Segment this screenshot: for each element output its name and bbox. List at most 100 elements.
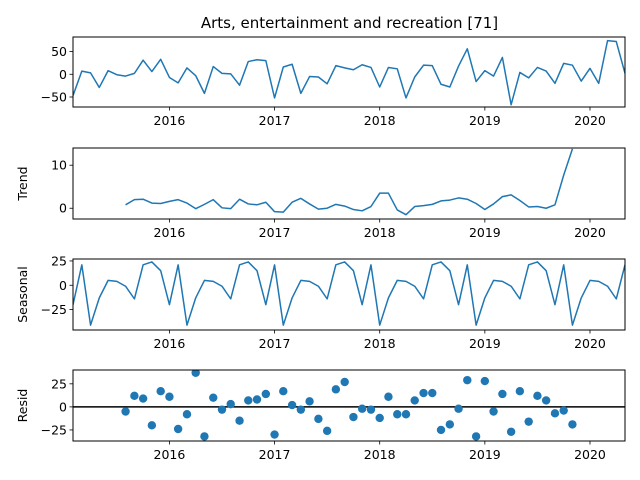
- x-tick-label: 2019: [469, 113, 501, 128]
- resid-point: [533, 391, 542, 401]
- resid-point: [217, 405, 227, 414]
- resid-point: [209, 393, 218, 402]
- x-tick-label: 2018: [364, 336, 396, 351]
- x-tick-label: 2020: [574, 113, 606, 128]
- resid-point: [463, 375, 472, 385]
- x-tick-label: 2019: [469, 336, 501, 351]
- y-tick-label: 0: [59, 67, 67, 82]
- resid-point: [410, 396, 419, 405]
- panel-frame: [72, 369, 626, 442]
- resid-point: [261, 389, 271, 399]
- x-tick-label: 2020: [574, 336, 606, 351]
- x-tick-label: 2019: [469, 447, 501, 462]
- resid-point: [226, 399, 235, 409]
- resid-point: [305, 397, 314, 406]
- resid-point: [147, 421, 157, 430]
- resid-point: [287, 400, 297, 410]
- resid-point: [506, 427, 516, 436]
- y-tick-label: 25: [51, 253, 67, 268]
- chart-title: Arts, entertainment and recreation [71]: [201, 14, 498, 32]
- y-axis-label: Trend: [15, 166, 30, 201]
- resid-point: [270, 430, 279, 439]
- resid-point: [252, 395, 262, 404]
- x-tick-label: 2016: [154, 447, 186, 462]
- resid-point: [357, 404, 367, 413]
- resid-point: [235, 416, 244, 425]
- x-tick-label: 2016: [154, 113, 186, 128]
- y-tick-label: −50: [41, 90, 67, 105]
- resid-point: [165, 392, 174, 401]
- x-tick-label: 2018: [364, 225, 396, 240]
- y-tick-label: 0: [59, 278, 67, 293]
- y-tick-label: −25: [41, 302, 67, 317]
- resid-point: [331, 385, 341, 394]
- x-tick-label: 2017: [259, 336, 291, 351]
- resid-point: [471, 432, 481, 441]
- panel-frame: [72, 36, 626, 108]
- x-tick-label: 2017: [259, 113, 291, 128]
- x-tick-label: 2020: [574, 225, 606, 240]
- x-tick-label: 2019: [469, 225, 501, 240]
- resid-point: [349, 412, 358, 422]
- resid-point: [182, 410, 192, 419]
- resid-point: [480, 376, 490, 386]
- resid-point: [244, 396, 253, 405]
- seasonal-line: [73, 261, 625, 326]
- panel-resid: 25 0 −25 2016 2017 2018 2019 2020 Resid: [15, 369, 626, 462]
- x-tick-label: 2018: [364, 447, 396, 462]
- resid-point: [419, 388, 428, 398]
- resid-point: [393, 410, 402, 419]
- resid-point: [454, 404, 463, 413]
- resid-point: [401, 410, 411, 419]
- resid-point: [550, 409, 560, 418]
- resid-point: [524, 417, 533, 426]
- y-tick-label: 0: [59, 399, 67, 414]
- y-tick-label: 25: [51, 376, 67, 391]
- y-tick-label: 50: [51, 44, 67, 59]
- resid-point: [138, 394, 148, 403]
- resid-point: [559, 406, 568, 415]
- resid-point: [121, 407, 130, 416]
- y-tick-label: 0: [59, 201, 67, 216]
- resid-point: [322, 426, 332, 436]
- trend-line: [125, 148, 574, 216]
- resid-point: [200, 432, 209, 441]
- x-tick-label: 2020: [574, 447, 606, 462]
- resid-point: [515, 387, 525, 396]
- resid-point: [541, 396, 551, 405]
- resid-point: [314, 414, 323, 424]
- resid-point: [366, 405, 376, 414]
- y-axis-label: Resid: [15, 389, 30, 423]
- resid-point: [296, 405, 306, 414]
- observed-line: [73, 39, 625, 106]
- resid-point: [340, 377, 349, 387]
- panel-trend: 10 0 2016 2017 2018 2019 2020 Trend: [15, 147, 626, 240]
- x-tick-label: 2017: [259, 447, 291, 462]
- x-tick-label: 2018: [364, 113, 396, 128]
- panel-frame: [72, 147, 626, 220]
- x-tick-label: 2017: [259, 225, 291, 240]
- y-tick-label: −25: [41, 422, 67, 437]
- resid-point: [375, 413, 384, 423]
- resid-point: [489, 407, 498, 416]
- panel-observed: 50 0 −50 2016 2017 2018 2019 2020: [41, 36, 626, 128]
- x-tick-label: 2016: [154, 225, 186, 240]
- resid-point: [428, 388, 437, 398]
- panel-frame: [72, 258, 626, 331]
- resid-point: [498, 389, 507, 399]
- panels: 50 0 −50 2016 2017 2018 2019 2020 10 0 2016 2017 201…: [15, 36, 626, 462]
- x-tick-label: 2016: [154, 336, 186, 351]
- resid-point: [130, 391, 139, 401]
- resid-point: [156, 387, 165, 396]
- y-axis-label: Seasonal: [15, 266, 30, 323]
- panel-seasonal: 25 0 −25 2016 2017 2018 2019 2020 Seasonal: [15, 253, 626, 351]
- y-tick-label: 10: [51, 158, 67, 173]
- resid-point: [568, 420, 577, 429]
- resid-point: [445, 420, 455, 429]
- resid-point: [279, 387, 288, 396]
- resid-point: [173, 424, 183, 434]
- resid-point: [436, 425, 446, 435]
- resid-point: [384, 392, 393, 401]
- resid-point: [191, 370, 200, 377]
